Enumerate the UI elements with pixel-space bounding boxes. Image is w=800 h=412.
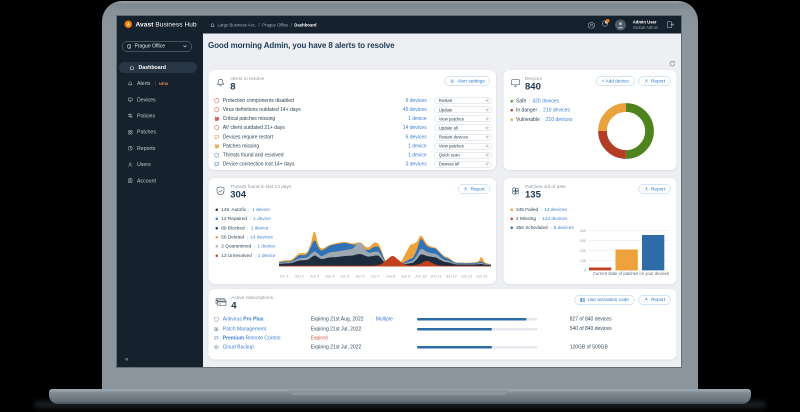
svg-text:Jun 13: Jun 13 — [461, 275, 472, 279]
svg-text:Jun 10: Jun 10 — [415, 275, 426, 279]
svg-text:Jun 3: Jun 3 — [310, 275, 319, 279]
svg-text:Jun 11: Jun 11 — [431, 275, 442, 279]
svg-text:Jun 5: Jun 5 — [340, 275, 349, 279]
svg-text:400: 400 — [580, 229, 586, 233]
svg-text:Jun 4: Jun 4 — [325, 275, 334, 279]
svg-text:200: 200 — [580, 249, 586, 253]
svg-text:Jun 1: Jun 1 — [280, 275, 289, 279]
svg-text:Jun 14: Jun 14 — [476, 275, 487, 279]
svg-text:300: 300 — [580, 239, 586, 243]
svg-text:Jun 12: Jun 12 — [446, 275, 457, 279]
svg-text:0: 0 — [584, 269, 586, 273]
svg-text:Jun 2: Jun 2 — [295, 275, 304, 279]
svg-text:Jun 8: Jun 8 — [386, 275, 395, 279]
svg-text:Jun 6: Jun 6 — [356, 275, 365, 279]
svg-text:Jun 9: Jun 9 — [401, 275, 410, 279]
svg-text:Jun 7: Jun 7 — [371, 275, 380, 279]
svg-text:100: 100 — [580, 259, 586, 263]
